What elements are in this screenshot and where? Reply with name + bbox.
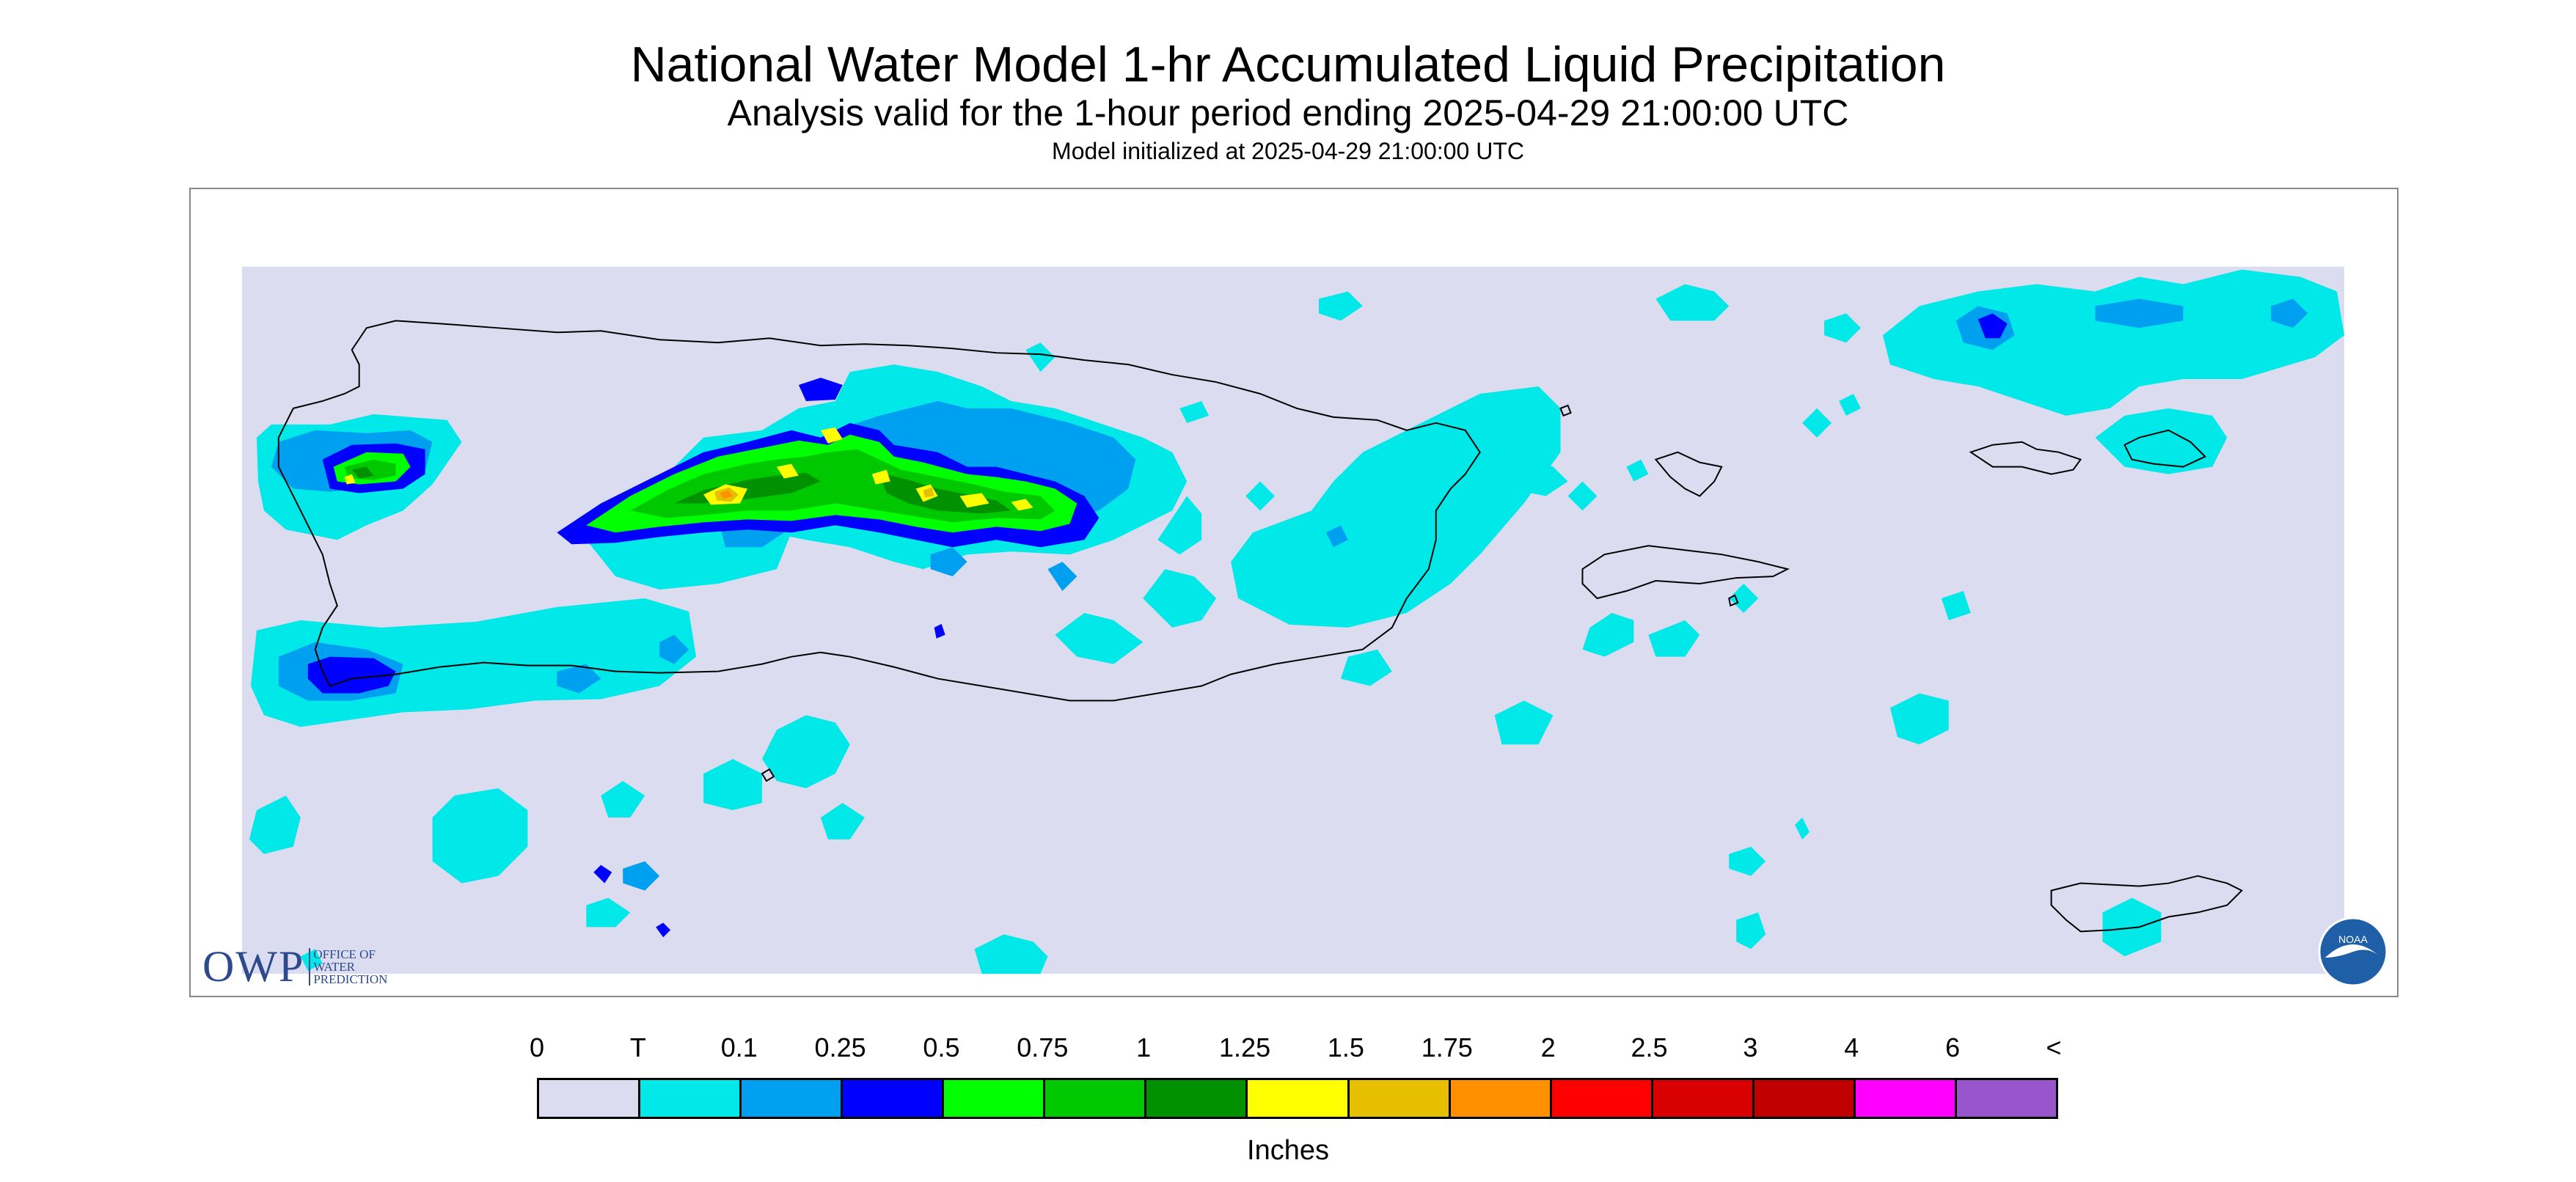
legend-label: 1 [1136, 1032, 1152, 1062]
legend-label: 1.75 [1421, 1032, 1473, 1062]
legend-swatch [1855, 1080, 1957, 1117]
chart-title: National Water Model 1-hr Accumulated Li… [630, 37, 1946, 92]
legend-label: 0.25 [814, 1032, 866, 1062]
legend-label: 1.25 [1219, 1032, 1271, 1062]
chart-subtitle: Analysis valid for the 1-hour period end… [727, 92, 1849, 133]
legend-swatch [1653, 1080, 1754, 1117]
legend-swatch [742, 1080, 844, 1117]
model-init-text: Model initialized at 2025-04-29 21:00:00… [1052, 138, 1524, 164]
legend-swatch [1754, 1080, 1856, 1117]
legend-swatch [539, 1080, 641, 1117]
legend-swatch [1956, 1080, 2056, 1117]
legend-label: 1.5 [1327, 1032, 1364, 1062]
legend-label: < [2046, 1032, 2062, 1062]
legend-swatch [1450, 1080, 1552, 1117]
legend-swatch [640, 1080, 742, 1117]
legend-label: 0 [529, 1032, 545, 1062]
legend-label: 0.1 [720, 1032, 758, 1062]
legend-labels: 0 T 0.1 0.25 0.5 0.75 1 1.25 1.5 1.75 2 2.5 3 4 6 < [530, 1032, 2062, 1069]
legend-label: 6 [1945, 1032, 1961, 1062]
legend-label: 0.5 [923, 1032, 960, 1062]
legend-label: 4 [1844, 1032, 1859, 1062]
legend-swatch [1248, 1080, 1350, 1117]
precipitation-map [241, 266, 2345, 974]
owp-logo-text: OFFICE OF WATER PREDICTION [309, 947, 387, 985]
legend-label: 3 [1743, 1032, 1758, 1062]
legend-label: T [629, 1032, 646, 1062]
legend-label: 2 [1540, 1032, 1556, 1062]
legend-units: Inches [1247, 1135, 1329, 1166]
legend-swatch [843, 1080, 945, 1117]
owp-logo: OWP OFFICE OF WATER PREDICTION [202, 942, 388, 991]
legend-label: 2.5 [1631, 1032, 1668, 1062]
orange-precip-areas [720, 490, 733, 499]
legend-swatch [1146, 1080, 1248, 1117]
legend-swatch [1045, 1080, 1147, 1117]
legend-swatch [1349, 1080, 1451, 1117]
noaa-logo: NOAA [2318, 917, 2388, 987]
legend-swatch [944, 1080, 1046, 1117]
legend-swatch [1551, 1080, 1653, 1117]
map-frame: OWP OFFICE OF WATER PREDICTION NOAA [189, 188, 2398, 997]
svg-text:NOAA: NOAA [2338, 933, 2368, 945]
legend-label: 0.75 [1017, 1032, 1069, 1062]
coastlines [277, 320, 2243, 933]
legend-colorbar [537, 1078, 2058, 1119]
